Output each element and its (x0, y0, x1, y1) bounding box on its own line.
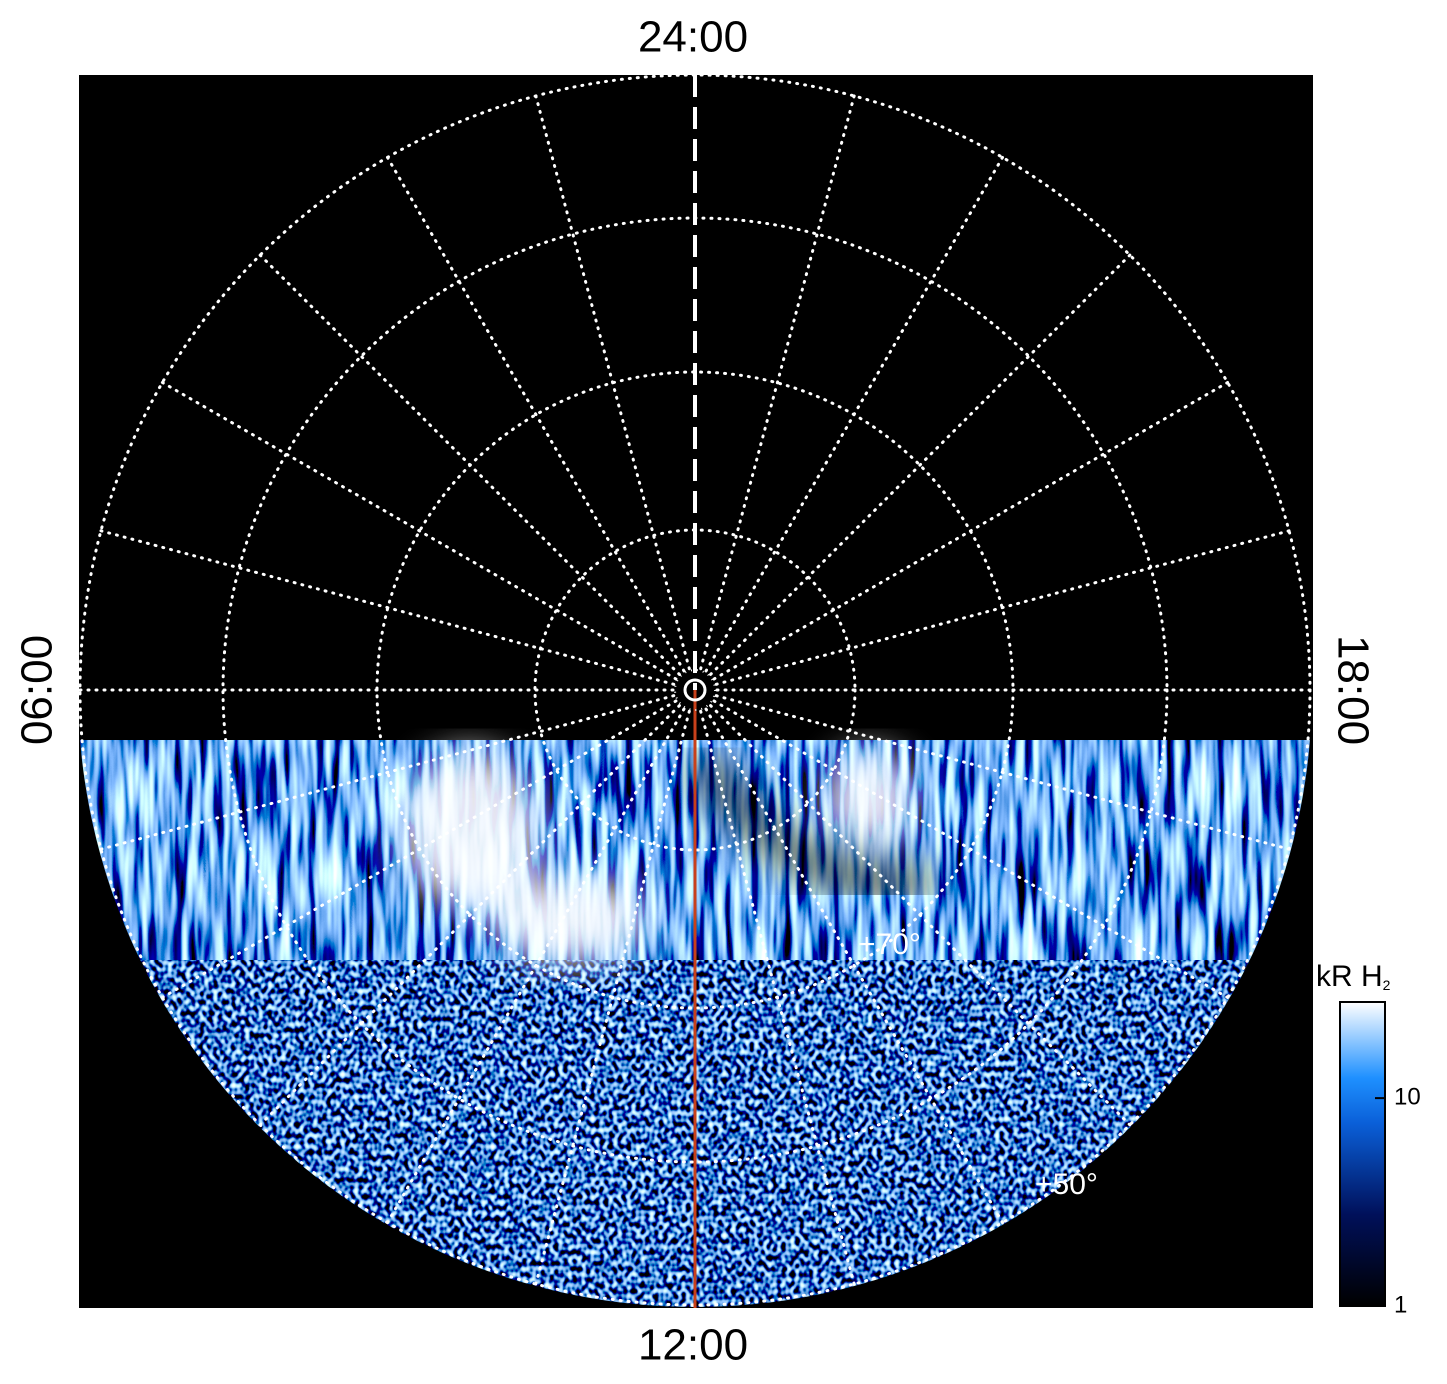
local-time-label: 12:00 (638, 1321, 748, 1370)
local-time-label: 18:00 (1328, 635, 1377, 745)
latitude-label: +50° (1035, 1168, 1098, 1201)
meridian (712, 381, 1230, 681)
latitude-label: +70° (858, 928, 921, 961)
pole-marker (683, 678, 707, 702)
meridian (534, 709, 691, 1286)
meridian (699, 709, 856, 1286)
colorbar-tick-label: 10 (1394, 1083, 1421, 1110)
meridian (160, 699, 678, 999)
meridian (709, 253, 1132, 676)
meridian (99, 694, 676, 851)
meridian (386, 155, 686, 673)
pole-ring (674, 669, 716, 711)
colorbar-title-subscript: 2 (1383, 977, 1391, 993)
colorbar-tick-label: 1 (1394, 1291, 1407, 1318)
local-time-label: 24:00 (638, 13, 748, 62)
meridian (704, 707, 1004, 1225)
meridian (709, 704, 1132, 1127)
meridian (99, 529, 676, 686)
meridian (714, 694, 1291, 851)
meridian (699, 94, 856, 671)
meridian (714, 529, 1291, 686)
meridian (712, 699, 1230, 999)
colorbar-title-text: kR H (1316, 960, 1383, 993)
colorbar-title: kR H2 (1316, 960, 1391, 993)
meridian (258, 704, 681, 1127)
local-time-label: 06:00 (13, 635, 62, 745)
bright-patch (400, 750, 915, 965)
meridian (534, 94, 691, 671)
meridian (160, 381, 678, 681)
meridian (386, 707, 686, 1225)
meridian (704, 155, 1004, 673)
meridian (258, 253, 681, 676)
colorbar (1339, 1001, 1386, 1307)
